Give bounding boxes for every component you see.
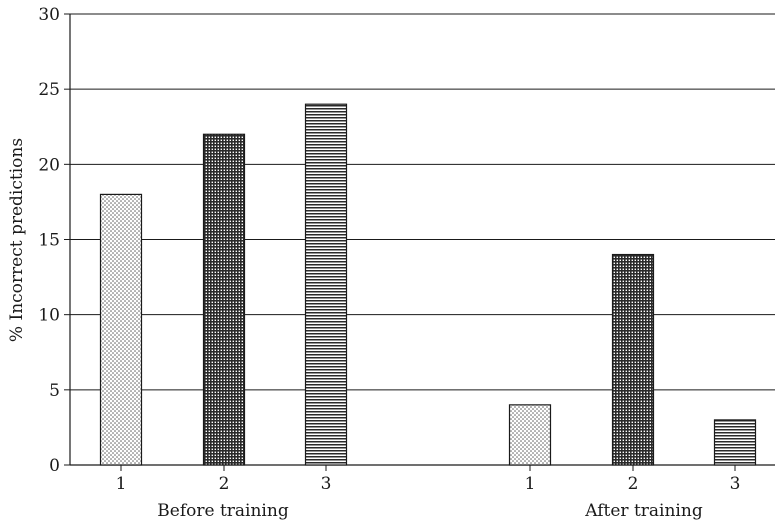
group-label: Before training [157,501,289,521]
x-tick-label: 3 [321,474,332,494]
y-tick-label: 10 [38,306,60,326]
bar-after-2 [611,253,655,466]
y-tick-label: 5 [49,381,60,401]
x-tick-label: 2 [219,474,230,494]
y-tick-label: 25 [38,80,60,100]
y-axis-title: % Incorrect predictions [7,138,27,342]
bar-before-1 [99,193,143,466]
x-tick-label: 3 [730,474,741,494]
group-label: After training [584,501,703,521]
bar-after-1 [508,404,552,466]
x-tick-label: 1 [525,474,536,494]
y-tick-label: 0 [49,456,60,476]
axes [64,13,775,471]
gridlines [70,13,775,391]
x-tick-label: 2 [628,474,639,494]
labels: 0 5 10 15 20 25 30 1 2 3 Before training 1 2 3 After t… [38,5,740,521]
bar-before-2 [202,133,246,466]
y-tick-label: 20 [38,155,60,175]
bar-after-3 [713,419,757,466]
bar-before-3 [304,103,348,466]
bars [99,103,757,466]
y-tick-label: 30 [38,5,60,25]
y-tick-label: 15 [38,231,60,251]
x-tick-label: 1 [116,474,127,494]
